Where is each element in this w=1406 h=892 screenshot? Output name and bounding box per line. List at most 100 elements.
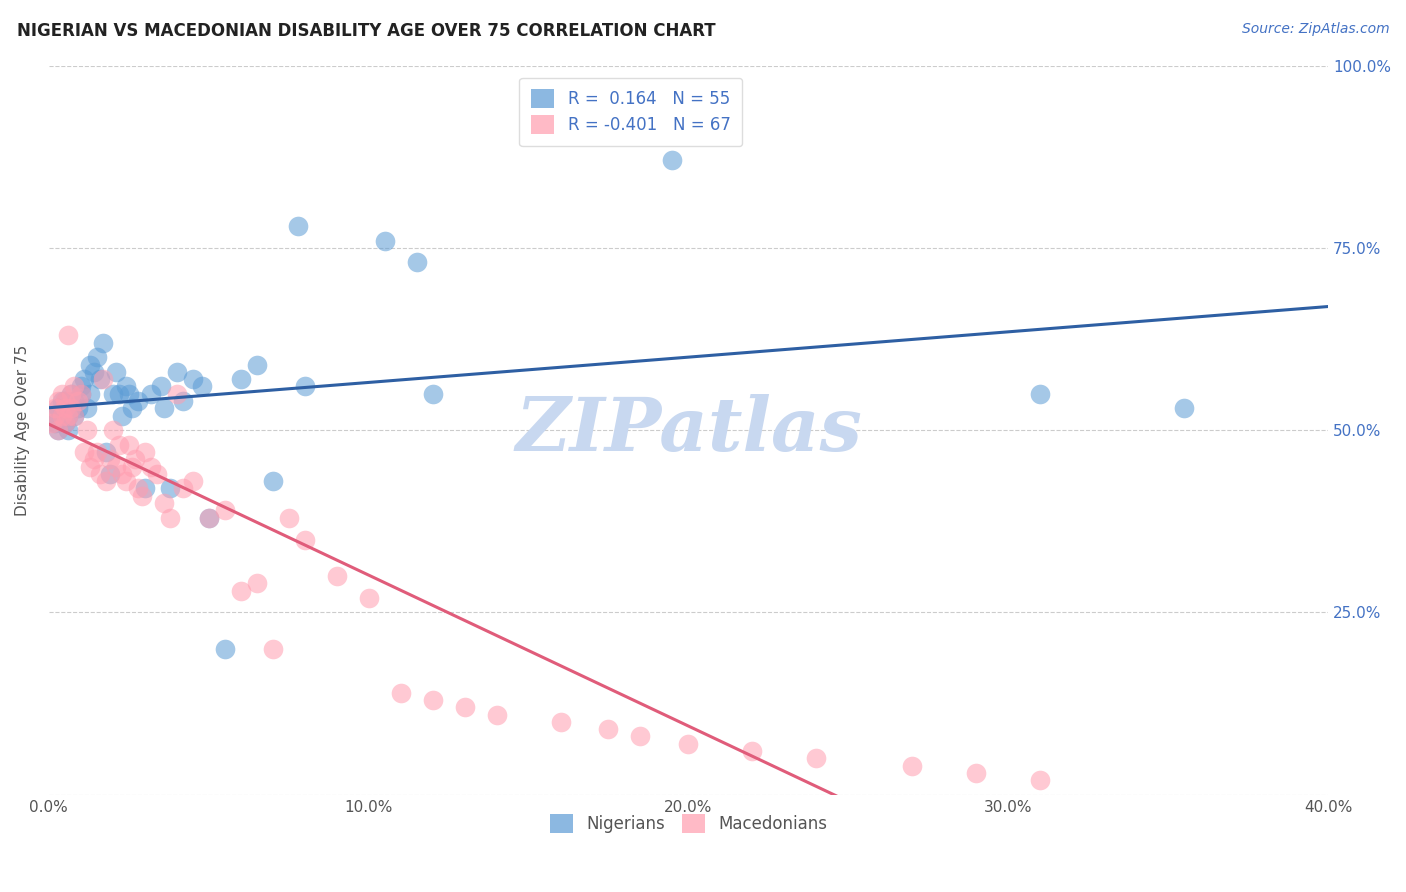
Point: [166, 386, 188, 401]
Point: [98, 467, 121, 481]
Point: [229, 583, 252, 598]
Point: [262, 641, 284, 656]
Point: [127, 482, 149, 496]
Point: [79, 358, 101, 372]
Point: [172, 394, 194, 409]
Text: ZIPatlas: ZIPatlas: [515, 394, 862, 467]
Point: [197, 510, 219, 524]
Point: [149, 379, 172, 393]
Point: [1029, 386, 1052, 401]
Point: [153, 496, 176, 510]
Point: [89, 467, 111, 481]
Point: [166, 365, 188, 379]
Point: [661, 153, 683, 168]
Point: [66, 394, 89, 409]
Point: [98, 452, 121, 467]
Point: [127, 394, 149, 409]
Point: [114, 379, 136, 393]
Point: [118, 438, 141, 452]
Point: [114, 474, 136, 488]
Point: [104, 365, 127, 379]
Point: [389, 685, 412, 699]
Point: [63, 409, 86, 423]
Point: [111, 409, 134, 423]
Text: Source: ZipAtlas.com: Source: ZipAtlas.com: [1241, 22, 1389, 37]
Point: [44, 401, 66, 416]
Y-axis label: Disability Age Over 75: Disability Age Over 75: [15, 344, 30, 516]
Point: [79, 386, 101, 401]
Point: [69, 386, 91, 401]
Point: [550, 714, 572, 729]
Point: [214, 503, 236, 517]
Point: [139, 386, 162, 401]
Point: [83, 365, 105, 379]
Point: [60, 401, 83, 416]
Point: [197, 510, 219, 524]
Point: [96, 474, 118, 488]
Point: [44, 416, 66, 430]
Point: [51, 409, 73, 423]
Point: [51, 409, 73, 423]
Point: [89, 372, 111, 386]
Point: [53, 416, 76, 430]
Point: [325, 569, 347, 583]
Point: [153, 401, 176, 416]
Point: [53, 401, 76, 416]
Point: [159, 510, 181, 524]
Point: [246, 358, 269, 372]
Point: [134, 445, 156, 459]
Point: [46, 401, 69, 416]
Point: [108, 438, 131, 452]
Point: [111, 467, 134, 481]
Point: [159, 482, 181, 496]
Point: [485, 707, 508, 722]
Point: [294, 379, 316, 393]
Point: [46, 423, 69, 437]
Point: [374, 234, 396, 248]
Point: [422, 693, 444, 707]
Point: [901, 758, 924, 772]
Point: [121, 401, 143, 416]
Point: [806, 751, 828, 765]
Point: [79, 459, 101, 474]
Point: [56, 409, 79, 423]
Point: [41, 416, 63, 430]
Point: [101, 386, 124, 401]
Point: [60, 401, 83, 416]
Point: [453, 700, 475, 714]
Point: [172, 482, 194, 496]
Point: [598, 722, 620, 736]
Point: [121, 459, 143, 474]
Point: [46, 423, 69, 437]
Point: [53, 394, 76, 409]
Point: [294, 533, 316, 547]
Point: [46, 394, 69, 409]
Text: NIGERIAN VS MACEDONIAN DISABILITY AGE OVER 75 CORRELATION CHART: NIGERIAN VS MACEDONIAN DISABILITY AGE OV…: [17, 22, 716, 40]
Point: [53, 416, 76, 430]
Point: [357, 591, 380, 605]
Point: [229, 372, 252, 386]
Point: [56, 409, 79, 423]
Point: [51, 386, 73, 401]
Point: [277, 510, 299, 524]
Point: [262, 474, 284, 488]
Point: [56, 423, 79, 437]
Point: [104, 459, 127, 474]
Point: [53, 401, 76, 416]
Point: [86, 445, 108, 459]
Point: [63, 379, 86, 393]
Point: [73, 372, 96, 386]
Point: [51, 394, 73, 409]
Point: [69, 379, 91, 393]
Point: [678, 737, 700, 751]
Point: [965, 765, 987, 780]
Point: [41, 409, 63, 423]
Point: [53, 394, 76, 409]
Point: [134, 482, 156, 496]
Point: [118, 386, 141, 401]
Point: [108, 386, 131, 401]
Point: [86, 350, 108, 364]
Point: [60, 386, 83, 401]
Point: [63, 394, 86, 409]
Point: [191, 379, 214, 393]
